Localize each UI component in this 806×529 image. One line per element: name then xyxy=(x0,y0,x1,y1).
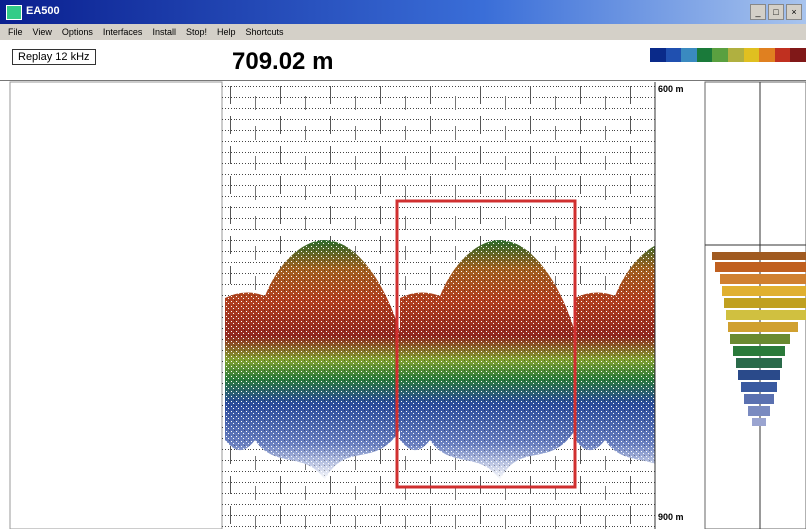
toolbar: Replay 12 kHz 709.02 m xyxy=(0,40,806,81)
window-button[interactable]: □ xyxy=(768,4,784,20)
app-window: EA500 _□× File View Options Interfaces Insta… xyxy=(0,0,806,529)
mode-box: Replay 12 kHz xyxy=(12,49,96,65)
menu-item[interactable]: Shortcuts xyxy=(245,27,283,37)
title-bar: EA500 _□× xyxy=(0,0,806,24)
left-panel xyxy=(10,82,222,529)
menu-bar: File View Options Interfaces Install Stop! Hel… xyxy=(0,24,806,40)
echogram-view: 600 m 900 m xyxy=(0,80,806,529)
menu-item[interactable]: Stop! xyxy=(186,27,207,37)
app-icon xyxy=(6,5,22,20)
menu-item[interactable]: Install xyxy=(152,27,176,37)
color-scale xyxy=(650,48,806,62)
menu-item[interactable]: View xyxy=(33,27,52,37)
depth-readout: 709.02 m xyxy=(232,48,333,76)
menu-item[interactable]: Options xyxy=(62,27,93,37)
menu-item[interactable]: File xyxy=(8,27,23,37)
window-button[interactable]: × xyxy=(786,4,802,20)
bottom-depth-label: 900 m xyxy=(658,512,684,522)
window-controls: _□× xyxy=(750,4,802,20)
window-title: EA500 xyxy=(26,5,60,17)
top-depth-label: 600 m xyxy=(658,84,684,94)
menu-item[interactable]: Interfaces xyxy=(103,27,143,37)
echo-traces xyxy=(225,240,750,480)
window-button[interactable]: _ xyxy=(750,4,766,20)
menu-item[interactable]: Help xyxy=(217,27,236,37)
